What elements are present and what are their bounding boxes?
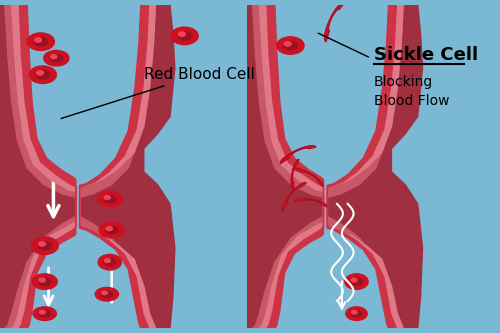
Polygon shape [12,5,76,328]
Polygon shape [20,5,76,328]
Ellipse shape [38,241,52,250]
Ellipse shape [27,33,54,50]
Polygon shape [248,5,324,328]
Ellipse shape [171,27,198,45]
Ellipse shape [98,254,122,270]
Ellipse shape [34,37,48,46]
Polygon shape [80,5,156,328]
Ellipse shape [99,222,124,238]
Text: Red Blood Cell: Red Blood Cell [61,67,254,119]
Polygon shape [80,5,148,328]
Text: Blocking
Blood Flow: Blocking Blood Flow [374,75,450,108]
Polygon shape [293,168,324,186]
Polygon shape [324,3,344,42]
Ellipse shape [36,71,44,75]
Polygon shape [252,5,324,328]
Polygon shape [280,146,316,164]
Ellipse shape [351,278,357,282]
Ellipse shape [350,278,362,285]
Ellipse shape [95,287,118,301]
Text: Sickle Cell: Sickle Cell [374,46,478,64]
Ellipse shape [97,191,122,207]
Polygon shape [260,5,324,328]
Ellipse shape [277,37,304,54]
Ellipse shape [345,274,368,289]
Ellipse shape [178,32,192,40]
Ellipse shape [34,38,42,42]
Ellipse shape [284,42,291,46]
Ellipse shape [351,310,362,317]
Ellipse shape [38,242,46,246]
Ellipse shape [38,278,51,285]
Ellipse shape [104,258,116,266]
Ellipse shape [50,54,62,62]
Polygon shape [80,5,175,328]
Ellipse shape [346,307,367,320]
Polygon shape [0,5,76,328]
Polygon shape [282,182,306,211]
Ellipse shape [39,310,50,317]
Ellipse shape [29,66,56,84]
Ellipse shape [104,195,110,199]
Ellipse shape [352,311,357,314]
Polygon shape [328,5,403,328]
Polygon shape [328,5,422,328]
Ellipse shape [102,291,107,295]
Ellipse shape [284,41,297,50]
Ellipse shape [101,291,112,298]
Polygon shape [80,5,156,328]
Polygon shape [328,5,396,328]
Polygon shape [294,198,327,207]
Ellipse shape [40,311,46,314]
Polygon shape [291,160,299,190]
Ellipse shape [33,307,56,320]
Polygon shape [5,5,76,328]
Ellipse shape [50,55,57,59]
Ellipse shape [106,227,112,230]
Ellipse shape [106,226,118,234]
Ellipse shape [32,274,58,289]
Ellipse shape [178,32,185,36]
Polygon shape [267,5,324,328]
Ellipse shape [36,70,50,79]
Ellipse shape [31,237,58,254]
Ellipse shape [104,195,116,203]
Ellipse shape [39,278,46,282]
Ellipse shape [104,259,110,262]
Ellipse shape [44,50,69,66]
Polygon shape [328,5,403,328]
